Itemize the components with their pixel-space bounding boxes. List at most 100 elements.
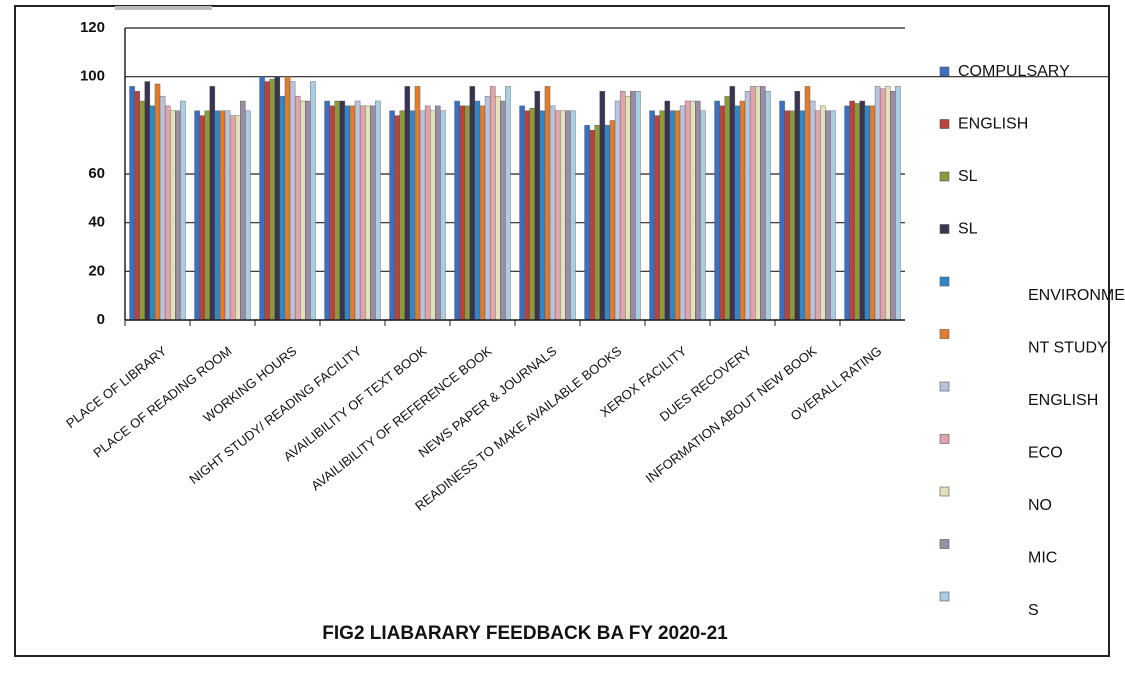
bar: [489, 86, 496, 321]
bar: [869, 105, 876, 321]
legend-swatch: [939, 434, 950, 444]
bar: [269, 78, 275, 321]
bar: [144, 81, 151, 321]
y-tick-label: 40: [88, 214, 105, 231]
bar: [289, 81, 296, 321]
bar: [349, 105, 356, 321]
bar: [549, 105, 556, 321]
bar: [589, 129, 595, 321]
bar: [154, 83, 161, 321]
bar: [399, 110, 405, 321]
bar: [454, 100, 460, 321]
bar: [159, 95, 166, 321]
bar: [459, 105, 465, 321]
legend-swatch: [939, 486, 950, 497]
bar: [669, 110, 676, 321]
bar: [164, 105, 171, 321]
bar: [885, 86, 891, 321]
y-tick-label: 0: [97, 311, 105, 328]
legend-label: NT STUDY: [1028, 340, 1108, 357]
bar: [149, 105, 156, 321]
legend-label: COMPULSARY: [958, 63, 1070, 80]
bar: [820, 105, 826, 321]
bar: [389, 110, 395, 321]
bar: [474, 100, 481, 321]
bar: [739, 100, 746, 321]
bar: [300, 100, 306, 321]
legend-swatch: [939, 381, 950, 392]
bar: [594, 125, 600, 321]
bar: [554, 110, 561, 321]
bar: [310, 81, 316, 321]
bar: [365, 105, 371, 321]
legend-label: SL: [958, 168, 978, 185]
bar: [134, 91, 140, 321]
legend-label: ENGLISH: [958, 116, 1028, 133]
bar: [825, 110, 831, 321]
bar: [814, 110, 821, 321]
bar: [505, 86, 511, 321]
bar: [305, 100, 311, 321]
bar: [749, 86, 756, 321]
bar: [529, 108, 535, 321]
legend-label: NO: [1028, 497, 1052, 514]
bar: [684, 100, 691, 321]
bar: [209, 86, 216, 321]
bar: [294, 95, 301, 321]
bar: [484, 95, 491, 321]
bar: [719, 105, 725, 321]
bar: [479, 105, 486, 321]
bar: [175, 110, 181, 321]
bar: [414, 86, 421, 321]
legend-label: ENGLISH: [1028, 392, 1098, 409]
bar: [240, 100, 246, 321]
legend-label: ECO: [1028, 445, 1063, 462]
bar: [435, 105, 441, 321]
bar: [264, 81, 270, 321]
bar: [765, 91, 771, 321]
bar: [419, 110, 426, 321]
bar: [789, 110, 795, 321]
bar: [584, 125, 590, 321]
bar: [809, 100, 816, 321]
chart-title: FIG2 LIABARARY FEEDBACK BA FY 2020-21: [322, 623, 728, 644]
bar: [394, 115, 400, 321]
bar: [755, 86, 761, 321]
bar: [849, 100, 855, 321]
bar: [760, 86, 766, 321]
bar: [890, 91, 896, 321]
bar: [430, 110, 436, 321]
bar: [469, 86, 476, 321]
bar: [199, 115, 205, 321]
bar: [375, 100, 381, 321]
bar: [274, 76, 281, 321]
legend-swatch: [939, 171, 950, 182]
y-tick-label: 20: [88, 262, 105, 279]
bar: [784, 110, 790, 321]
legend-swatch: [939, 224, 950, 234]
bar: [565, 110, 571, 321]
legend-swatch: [939, 591, 950, 602]
legend-swatch: [939, 119, 950, 129]
bar: [794, 91, 801, 321]
bar: [744, 91, 751, 321]
bar: [224, 110, 231, 321]
bar: [370, 105, 376, 321]
bar: [500, 100, 506, 321]
bar: [879, 88, 886, 321]
bar: [700, 110, 706, 321]
bar: [674, 110, 681, 321]
bar: [635, 91, 641, 321]
bar: [284, 76, 291, 321]
bar: [690, 100, 696, 321]
y-tick-label: 60: [88, 165, 105, 182]
bar: [524, 110, 530, 321]
bar: [259, 76, 265, 321]
bar: [324, 100, 330, 321]
bar: [404, 86, 411, 321]
bar: [344, 105, 351, 321]
bar: [679, 105, 686, 321]
legend-swatch: [939, 66, 950, 77]
legend-swatch: [939, 329, 950, 339]
bar: [599, 91, 606, 321]
